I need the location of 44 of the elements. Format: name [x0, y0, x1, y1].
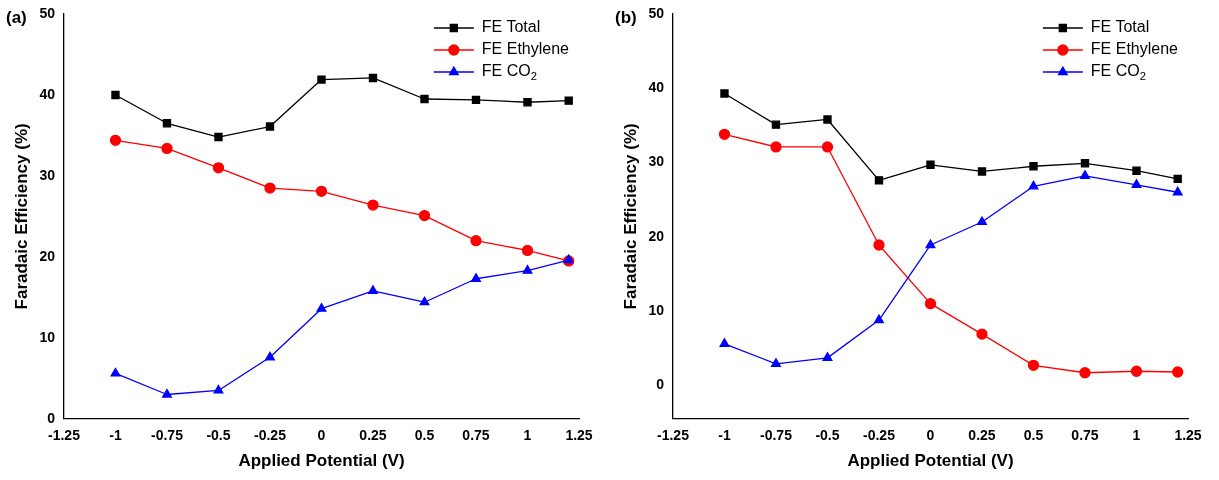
x-tick-label: 0.75: [1071, 427, 1099, 444]
x-tick-label: 0: [317, 427, 326, 444]
legend-label: FE Ethylene: [1090, 40, 1179, 58]
chart-title: (b): [615, 8, 637, 28]
y-tick-label: 30: [648, 153, 665, 170]
y-tick-label: 30: [39, 166, 56, 183]
y-tick-label: 10: [39, 328, 56, 345]
x-tick-label: -1.25: [48, 427, 81, 444]
y-tick-label: 0: [656, 376, 665, 393]
x-tick-label: 0.25: [359, 427, 387, 444]
y-tick-label: 20: [39, 247, 56, 264]
x-axis-title: Applied Potential (V): [238, 451, 405, 471]
legend-label: FE Ethylene: [481, 40, 570, 58]
legend-label: FE Total: [1090, 18, 1150, 36]
x-tick-label: -0.25: [863, 427, 896, 444]
y-tick-label: 40: [648, 79, 665, 96]
x-axis-title: Applied Potential (V): [847, 451, 1014, 471]
x-tick-label: 0.5: [414, 427, 435, 444]
y-tick-label: 0: [47, 409, 56, 426]
x-tick-label: -1.25: [657, 427, 690, 444]
x-tick-label: 0.5: [1023, 427, 1044, 444]
x-tick-label: 1.25: [1174, 427, 1202, 444]
legend-label: FE Total: [481, 18, 541, 36]
chart-title: (a): [6, 8, 27, 28]
x-tick-label: -1: [109, 427, 122, 444]
x-tick-label: -0.5: [815, 427, 840, 444]
x-tick-label: -0.75: [151, 427, 184, 444]
y-tick-label: 40: [39, 85, 56, 102]
x-tick-label: -0.5: [206, 427, 231, 444]
x-tick-label: -0.25: [254, 427, 287, 444]
x-tick-label: 0.25: [968, 427, 996, 444]
y-tick-label: 10: [648, 301, 665, 318]
x-tick-label: -1: [718, 427, 731, 444]
x-tick-label: 0: [926, 427, 935, 444]
y-axis-title: Faradaic Efficiency (%): [620, 123, 640, 310]
y-tick-label: 50: [648, 4, 665, 21]
x-tick-label: 1: [1132, 427, 1141, 444]
x-tick-label: 0.75: [462, 427, 490, 444]
y-axis-title: Faradaic Efficiency (%): [11, 123, 31, 310]
x-tick-label: -0.75: [760, 427, 793, 444]
y-tick-label: 20: [648, 227, 665, 244]
x-tick-label: 1.25: [565, 427, 593, 444]
y-tick-label: 50: [39, 4, 56, 21]
x-tick-label: 1: [523, 427, 532, 444]
